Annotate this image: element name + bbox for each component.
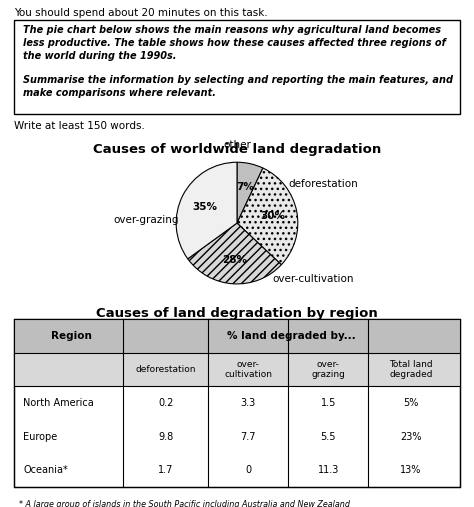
Text: other: other	[223, 140, 251, 150]
Text: Oceania*: Oceania*	[23, 465, 68, 475]
Text: Total land
degraded: Total land degraded	[389, 360, 433, 379]
Text: Causes of worldwide land degradation: Causes of worldwide land degradation	[93, 143, 381, 156]
Text: Causes of land degradation by region: Causes of land degradation by region	[96, 307, 378, 320]
Text: 28%: 28%	[222, 255, 247, 265]
Text: over-
cultivation: over- cultivation	[224, 360, 272, 379]
Wedge shape	[188, 223, 282, 284]
Text: 9.8: 9.8	[158, 431, 173, 442]
Text: 0: 0	[245, 465, 251, 475]
Text: over-grazing: over-grazing	[113, 215, 179, 225]
Text: 11.3: 11.3	[318, 465, 339, 475]
Wedge shape	[237, 162, 263, 223]
Text: Europe: Europe	[23, 431, 57, 442]
Text: * A large group of islands in the South Pacific including Australia and New Zeal: * A large group of islands in the South …	[18, 500, 350, 507]
Text: deforestation: deforestation	[136, 365, 196, 374]
Text: Region: Region	[51, 331, 91, 341]
Text: % land degraded by...: % land degraded by...	[227, 331, 356, 341]
Text: 7%: 7%	[236, 183, 254, 193]
Text: The pie chart below shows the main reasons why agricultural land becomes
less pr: The pie chart below shows the main reaso…	[23, 25, 446, 61]
Text: 5.5: 5.5	[320, 431, 336, 442]
Text: 3.3: 3.3	[240, 398, 256, 408]
Text: over-
grazing: over- grazing	[311, 360, 345, 379]
Text: over-cultivation: over-cultivation	[272, 274, 354, 284]
Text: North America: North America	[23, 398, 94, 408]
Text: 1.7: 1.7	[158, 465, 173, 475]
Text: 35%: 35%	[192, 201, 217, 211]
Wedge shape	[237, 168, 298, 265]
Text: 0.2: 0.2	[158, 398, 173, 408]
Text: 13%: 13%	[400, 465, 421, 475]
Text: 7.7: 7.7	[240, 431, 256, 442]
Text: Summarise the information by selecting and reporting the main features, and
make: Summarise the information by selecting a…	[23, 75, 453, 98]
Text: 30%: 30%	[260, 211, 285, 221]
Text: You should spend about 20 minutes on this task.: You should spend about 20 minutes on thi…	[14, 8, 268, 18]
Text: Write at least 150 words.: Write at least 150 words.	[14, 121, 145, 131]
Wedge shape	[176, 162, 237, 259]
Text: deforestation: deforestation	[289, 178, 358, 189]
Text: 5%: 5%	[403, 398, 419, 408]
Text: 23%: 23%	[400, 431, 421, 442]
Text: 1.5: 1.5	[320, 398, 336, 408]
Bar	[14, 353, 460, 386]
Bar	[14, 319, 460, 353]
